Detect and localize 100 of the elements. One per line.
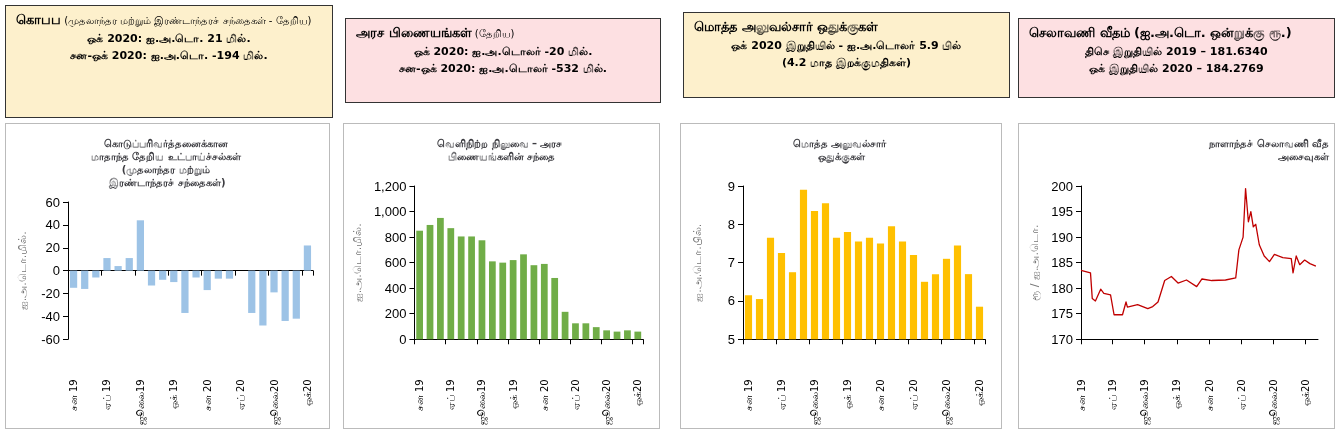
y-tick-label: 1,000 [373, 204, 407, 220]
bar [203, 270, 211, 291]
bar [468, 236, 475, 340]
y-tick-label: 0 [52, 263, 60, 279]
x-tick-label: ஏப் 19 [445, 379, 457, 411]
x-tick-label: ஏப் 19 [776, 379, 787, 411]
x-tick-label: ஒக் 19 [168, 379, 180, 410]
y-tick-label: -60 [41, 331, 60, 347]
bar [520, 254, 527, 340]
bar [582, 323, 590, 340]
text: செலாவணி வீதம் (ஐ.அ.டொ. ஒன்றுக்கு ரூ.) [1029, 25, 1292, 40]
text: ஒக் 2020: ஐ.அ.டொலர் -20 மில். [412, 45, 594, 59]
bar [125, 258, 133, 271]
y-tick-label: 185 [1051, 255, 1073, 271]
y-tick-label: 0 [399, 331, 407, 347]
x-tick-label: ஜூலை20 [601, 379, 614, 426]
bar [540, 263, 548, 340]
x-tick-label: ஒக்20 [301, 379, 313, 407]
x-tick-label: சன 20 [875, 379, 886, 412]
bar [81, 270, 89, 289]
text: (முதலாந்தர மற்றும் இரண்டாந்தரச் சந்தைகள் - தேறிய) [63, 15, 312, 26]
bar [69, 270, 78, 288]
bar [159, 270, 167, 280]
y-tick-label: 600 [384, 255, 407, 271]
x-tick-label: சன 19 [743, 379, 754, 412]
text: (தேறிய) [473, 28, 515, 39]
y-tick-label: 5 [727, 331, 735, 347]
bar [136, 220, 145, 271]
x-tick-label: ஒக்20 [632, 379, 644, 407]
bar [147, 270, 156, 286]
x-tick-label: ஜூலை19 [1139, 379, 1152, 426]
line-series [1080, 187, 1317, 316]
y-tick-label: 20 [45, 240, 60, 256]
bar [248, 270, 256, 313]
text: சன-ஒக் 2020: ஐ.அ.டொ. -194 மில். [69, 49, 269, 63]
y-axis-title: ரூ / ஐ.அ.டொ. [1028, 224, 1042, 301]
x-tick-label: ஏப் 20 [235, 379, 247, 411]
bar [624, 330, 631, 340]
bar [457, 236, 465, 340]
bar [92, 270, 100, 278]
x-tick-label: ஜூலை19 [476, 379, 489, 426]
chart-title: கொடுப்பரிவர்த்தனைக்கான மாதாந்த தேறிய உட்பாய்ச்சல்கள் (முதலாந்தர மற்றும் இரண்டாந்தரச் சந்தைகள்) [90, 138, 245, 189]
text: ஒக் 2020 இறுதியில் - ஐ.அ.டொலர் 5.9 பில் [730, 39, 963, 53]
y-axis-title: ஐ.அ.டொ.மில். [351, 223, 364, 303]
bar [103, 258, 111, 271]
bar [416, 230, 423, 340]
y-tick-label: -20 [41, 286, 60, 302]
chart-title: நாளாந்தச் செலாவணி வீத அசைவுகள் [1208, 138, 1330, 163]
x-tick-label: ஏப் 19 [101, 379, 113, 411]
x-tick-label: சன 19 [1075, 379, 1087, 412]
x-tick-label: ஜூலை20 [1267, 379, 1280, 426]
text: திசெ இறுதியில் 2019 – 181.6340 [1084, 45, 1269, 59]
bar [592, 327, 600, 340]
x-tick-label: சன 19 [414, 379, 426, 412]
bar [292, 270, 300, 319]
y-axis-title: ஐ.அ.டொ.பில். [691, 223, 704, 302]
y-axis-title: ஐ.அ.டொ.மில். [16, 231, 29, 311]
x-tick-label: ஏப் 20 [569, 379, 581, 411]
y-tick-label: 9 [727, 178, 735, 194]
y-tick-label: 200 [1051, 178, 1073, 194]
x-tick-label: சன 20 [538, 379, 550, 412]
x-tick-label: சன 20 [201, 379, 213, 412]
y-tick-label: 195 [1051, 204, 1073, 220]
text: அரச பிணையங்கள் [356, 25, 472, 40]
bar [303, 245, 312, 271]
y-tick-label: 60 [45, 194, 60, 210]
bar [114, 266, 122, 271]
x-tick-label: ஒக் 19 [507, 379, 519, 410]
text: (4.2 மாத இறக்குமதிகள்) [780, 56, 913, 70]
bar [634, 331, 642, 340]
bar [225, 270, 234, 279]
x-tick-label: ஜூலை20 [268, 379, 281, 426]
y-tick-label: 400 [384, 280, 407, 296]
x-tick-label: ஜூலை19 [809, 379, 821, 426]
x-tick-label: ஜூலை20 [941, 379, 953, 426]
y-tick-label: 190 [1051, 229, 1073, 245]
bar [603, 330, 611, 340]
y-tick-label: 40 [45, 217, 60, 233]
chart-title: வெளிநிற்ற நிலுவை – அரச பிணையங்களின் சந்தை [437, 138, 566, 163]
y-tick-label: 200 [384, 306, 407, 322]
x-tick-label: ஒக்20 [974, 379, 985, 407]
x-tick-label: சன 20 [1203, 379, 1215, 412]
text: சன-ஒக் 2020: ஐ.அ.டொலர் -532 மில். [398, 62, 608, 76]
bar [447, 228, 455, 340]
y-tick-label: 1,200 [373, 178, 407, 194]
bar [437, 217, 444, 340]
chart-title: மொத்த அலுவல்சார் ஒதுக்குகள் [792, 138, 890, 164]
y-tick-label: 7 [727, 255, 735, 271]
bar [181, 270, 189, 313]
text: மொத்த அலுவல்சார் ஒதுக்குகள் [694, 19, 879, 34]
bar [499, 262, 507, 340]
x-tick-label: ஒக்20 [1300, 379, 1312, 407]
bar [214, 270, 222, 279]
y-tick-label: 8 [727, 216, 735, 232]
x-tick-label: ஒக் 19 [842, 379, 853, 410]
x-tick-label: சன 19 [68, 379, 80, 412]
bar [488, 261, 496, 340]
bar [572, 323, 579, 340]
bar [281, 270, 289, 321]
bar [192, 270, 200, 278]
